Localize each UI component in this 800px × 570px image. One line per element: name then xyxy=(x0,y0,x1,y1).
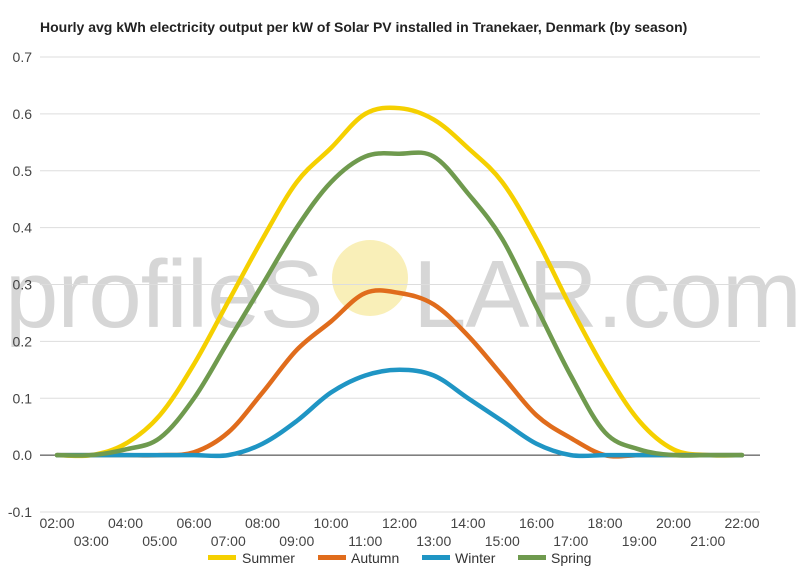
legend-label: Summer xyxy=(242,550,295,566)
legend-label: Spring xyxy=(551,550,591,566)
legend-item-summer[interactable]: Summer xyxy=(208,550,295,566)
legend-swatch xyxy=(208,555,236,560)
x-tick-label: 04:00 xyxy=(108,515,143,531)
watermark-sun-icon xyxy=(332,240,408,316)
x-tick-label: 07:00 xyxy=(211,533,246,549)
legend-item-autumn[interactable]: Autumn xyxy=(318,550,399,566)
legend[interactable]: Summer Autumn Winter Spring xyxy=(208,550,591,566)
x-tick-label: 14:00 xyxy=(450,515,485,531)
x-tick-label: 21:00 xyxy=(690,533,725,549)
x-tick-label: 20:00 xyxy=(656,515,691,531)
x-tick-label: 05:00 xyxy=(142,533,177,549)
x-tick-label: 09:00 xyxy=(279,533,314,549)
x-tick-label: 03:00 xyxy=(74,533,109,549)
legend-swatch xyxy=(318,555,346,560)
series-layer xyxy=(54,105,745,459)
x-tick-label: 06:00 xyxy=(176,515,211,531)
x-tick-label: 19:00 xyxy=(622,533,657,549)
watermark-logo: profileS LAR.com xyxy=(5,240,800,348)
y-tick-label: 0.4 xyxy=(13,220,33,236)
legend-item-winter[interactable]: Winter xyxy=(422,550,496,566)
series-line-summer xyxy=(54,105,745,459)
y-tick-label: 0.7 xyxy=(13,49,33,65)
y-tick-label: 0.1 xyxy=(13,390,33,406)
x-tick-label: 16:00 xyxy=(519,515,554,531)
series-line-winter xyxy=(54,367,745,459)
legend-label: Autumn xyxy=(351,550,399,566)
x-tick-label: 11:00 xyxy=(348,533,382,549)
y-tick-label: 0.5 xyxy=(13,163,33,179)
y-tick-label: -0.1 xyxy=(8,504,32,520)
watermark-text-right: LAR.com xyxy=(413,241,800,348)
x-tick-label: 15:00 xyxy=(485,533,520,549)
x-tick-label: 17:00 xyxy=(553,533,588,549)
x-tick-label: 22:00 xyxy=(724,515,759,531)
y-tick-label: 0.3 xyxy=(13,277,33,293)
watermark-text-left: profileS xyxy=(5,241,323,348)
x-tick-label: 10:00 xyxy=(313,515,348,531)
x-tick-label: 02:00 xyxy=(39,515,74,531)
y-tick-label: 0.2 xyxy=(13,333,33,349)
series-line-spring xyxy=(54,150,745,458)
legend-label: Winter xyxy=(455,550,496,566)
x-tick-label: 12:00 xyxy=(382,515,417,531)
y-tick-label: 0.0 xyxy=(13,447,33,463)
chart-title: Hourly avg kWh electricity output per kW… xyxy=(40,19,688,35)
x-tick-label: 08:00 xyxy=(245,515,280,531)
y-tick-label: 0.6 xyxy=(13,106,33,122)
x-tick-label: 18:00 xyxy=(587,515,622,531)
legend-swatch xyxy=(422,555,450,560)
legend-item-spring[interactable]: Spring xyxy=(518,550,591,566)
y-axis-ticks: -0.1 0.0 0.1 0.2 0.3 0.4 0.5 0.6 0.7 xyxy=(8,49,32,520)
x-tick-label: 13:00 xyxy=(416,533,451,549)
legend-swatch xyxy=(518,555,546,560)
